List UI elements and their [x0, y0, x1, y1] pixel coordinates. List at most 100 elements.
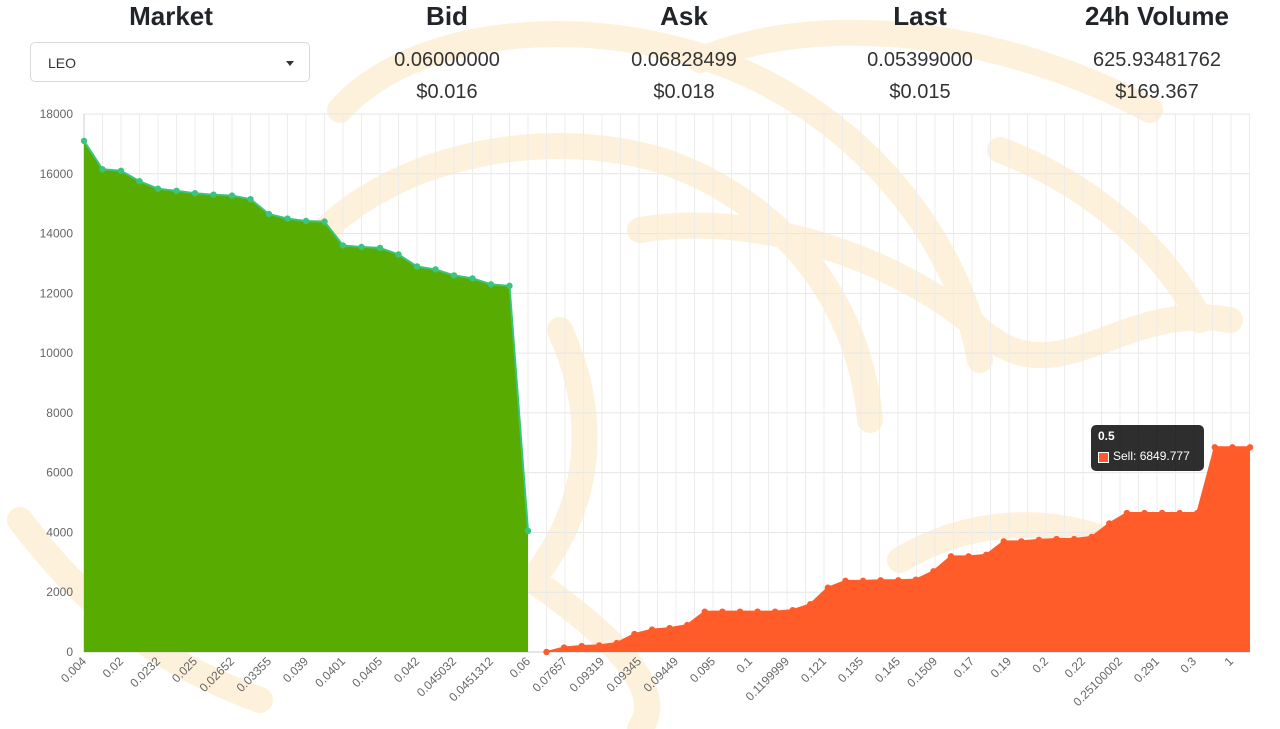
buy-point: [284, 215, 291, 222]
sell-point: [1106, 520, 1113, 527]
x-tick-label: 0.06: [507, 654, 534, 681]
x-tick-label: 0.135: [835, 654, 866, 685]
x-tick-label: 0.1509: [904, 654, 940, 690]
x-tick-label: 0.0232: [127, 654, 163, 690]
last-usd: $0.015: [889, 81, 951, 103]
y-tick-label: 4000: [46, 525, 73, 539]
y-axis-ticks: 0 2000 4000 6000 8000 10000 12000 14000 16000 180…: [40, 107, 74, 659]
x-tick-label: 0.17: [951, 654, 978, 681]
sell-point: [701, 608, 708, 615]
x-tick-label: 0.07657: [530, 654, 571, 695]
tooltip-value: 6849.777: [1139, 449, 1190, 463]
x-tick-label: 0.19: [988, 654, 1015, 681]
buy-point: [173, 187, 180, 195]
x-tick-label: 0.3: [1177, 654, 1199, 676]
sell-point: [1088, 533, 1095, 541]
x-tick-label: 0.02: [100, 654, 127, 681]
x-tick-label: 0.004: [58, 654, 89, 685]
sell-point: [578, 642, 585, 650]
x-tick-label: 0.09345: [604, 654, 645, 695]
buy-point: [469, 275, 476, 282]
buy-point: [506, 282, 513, 290]
sell-point: [736, 608, 744, 615]
x-tick-label: 0.121: [798, 654, 829, 685]
sell-point: [1176, 509, 1183, 517]
buy-point: [136, 178, 143, 185]
buy-point: [487, 281, 495, 288]
bid-heading: Bid: [426, 1, 468, 31]
sell-point: [1194, 509, 1201, 517]
sell-point: [947, 553, 955, 560]
sell-point: [789, 606, 796, 614]
sell-point: [543, 648, 550, 656]
sell-point: [754, 608, 761, 615]
sell-point: [1053, 535, 1060, 543]
sell-point: [631, 630, 638, 638]
sell-point: [596, 642, 603, 649]
buy-point: [80, 137, 88, 145]
x-tick-label: 0.22: [1062, 654, 1089, 681]
x-tick-label: 0.039: [280, 654, 311, 685]
market-select[interactable]: LEO: [30, 42, 310, 82]
bid-price: 0.06000000: [394, 49, 500, 71]
sell-point: [648, 626, 656, 633]
sell-point: [842, 577, 849, 585]
caret-down-icon: [286, 61, 294, 66]
x-tick-label: 0.0405: [349, 654, 385, 690]
x-tick-label: 0.291: [1131, 654, 1162, 685]
buy-point: [432, 266, 439, 273]
sell-point: [666, 624, 673, 632]
volume-value: 625.93481762: [1093, 49, 1221, 71]
sell-point: [1035, 536, 1043, 544]
x-tick-label: 0.02652: [197, 654, 238, 695]
bid-usd: $0.016: [416, 81, 478, 103]
chart-tooltip: 0.5 Sell: 6849.777: [1091, 425, 1204, 471]
sell-point: [719, 608, 726, 615]
x-tick-label: 0.145: [872, 654, 903, 685]
buy-point: [395, 251, 402, 258]
ask-heading: Ask: [660, 1, 708, 31]
sell-point: [1141, 509, 1148, 517]
x-tick-label: 0.1: [733, 654, 755, 676]
buy-point: [358, 243, 365, 251]
sell-point: [807, 600, 814, 608]
tooltip-label: Sell: [1113, 449, 1134, 463]
y-tick-label: 16000: [40, 167, 74, 181]
y-tick-label: 18000: [40, 107, 74, 121]
buy-point: [99, 166, 106, 173]
sell-area: [546, 447, 1250, 652]
sell-point: [1211, 444, 1219, 451]
sell-point: [965, 553, 972, 560]
sell-point: [613, 639, 621, 647]
last-price: 0.05399000: [867, 49, 973, 71]
chart-points: [80, 137, 1254, 656]
sell-point: [1158, 509, 1166, 517]
last-heading: Last: [893, 1, 947, 31]
ask-usd: $0.018: [653, 81, 715, 103]
y-tick-label: 8000: [46, 406, 73, 420]
market-select-value: LEO: [48, 55, 77, 71]
buy-point: [210, 191, 217, 198]
sell-point: [859, 577, 867, 585]
buy-point: [413, 263, 421, 270]
x-tick-label: 0.09449: [641, 654, 682, 695]
buy-point: [339, 242, 347, 249]
buy-point: [450, 272, 458, 279]
tooltip-swatch: [1098, 452, 1109, 463]
x-tick-label: 0.042: [391, 654, 422, 685]
sell-point: [560, 644, 568, 651]
depth-chart: 0 2000 4000 6000 8000 10000 12000 14000 16000 180…: [40, 107, 1254, 709]
buy-point: [524, 527, 532, 535]
buy-point: [154, 185, 162, 192]
x-tick-label: 0.025: [169, 654, 200, 685]
buy-point: [191, 190, 199, 197]
market-heading: Market: [129, 1, 213, 31]
sell-point: [895, 577, 902, 584]
sell-point: [1123, 509, 1131, 517]
tooltip-title: 0.5: [1098, 429, 1115, 443]
y-tick-label: 12000: [40, 286, 74, 300]
buy-point: [302, 217, 310, 225]
sell-point: [1246, 444, 1254, 451]
sell-point: [912, 576, 920, 583]
x-tick-label: 0.09319: [567, 654, 608, 695]
